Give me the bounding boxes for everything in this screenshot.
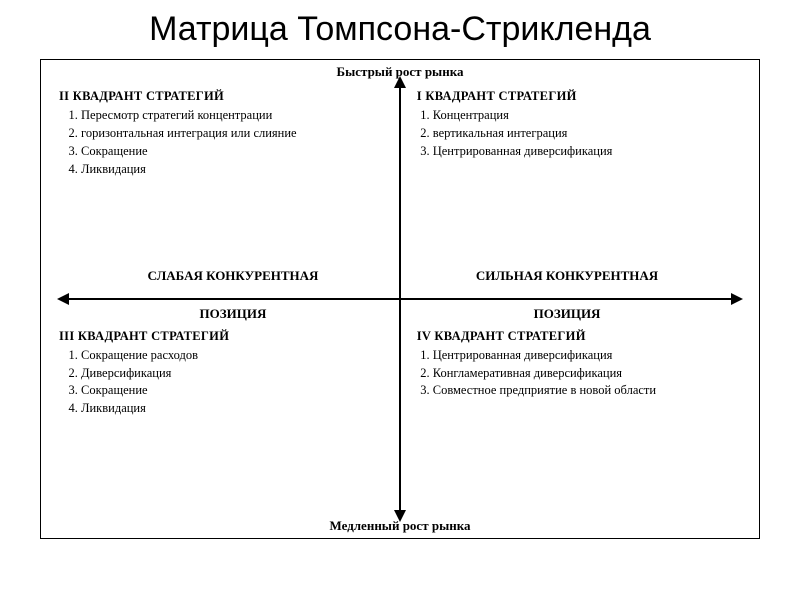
quadrant-3-title: III КВАДРАНТ СТРАТЕГИЙ: [59, 328, 389, 345]
axis-label-top: Быстрый рост рынка: [337, 64, 464, 80]
quadrant-3-list: Сокращение расходов Диверсификация Сокра…: [59, 347, 389, 418]
axis-label-right: СИЛЬНАЯ КОНКУРЕНТНАЯ ПОЗИЦИЯ: [409, 268, 725, 321]
list-item: Концентрация: [433, 107, 741, 124]
quadrant-4: IV КВАДРАНТ СТРАТЕГИЙ Центрированная див…: [411, 328, 741, 401]
list-item: Центрированная диверсификация: [433, 347, 741, 364]
list-item: горизонтальная интеграция или слияние: [81, 125, 389, 142]
axis-label-left: СЛАБАЯ КОНКУРЕНТНАЯ ПОЗИЦИЯ: [75, 268, 391, 321]
list-item: Центрированная диверсификация: [433, 143, 741, 160]
list-item: вертикальная интеграция: [433, 125, 741, 142]
quadrant-2-title: II КВАДРАНТ СТРАТЕГИЙ: [59, 88, 389, 105]
quadrant-4-title: IV КВАДРАНТ СТРАТЕГИЙ: [411, 328, 741, 345]
list-item: Сокращение расходов: [81, 347, 389, 364]
list-item: Ликвидация: [81, 161, 389, 178]
list-item: Пересмотр стратегий концентрации: [81, 107, 389, 124]
list-item: Сокращение: [81, 143, 389, 160]
axis-label-right-line1: СИЛЬНАЯ КОНКУРЕНТНАЯ: [409, 268, 725, 284]
quadrant-3: III КВАДРАНТ СТРАТЕГИЙ Сокращение расход…: [59, 328, 389, 418]
list-item: Диверсификация: [81, 365, 389, 382]
list-item: Конгламеративная диверсификация: [433, 365, 741, 382]
quadrant-4-list: Центрированная диверсификация Конгламера…: [411, 347, 741, 400]
list-item: Ликвидация: [81, 400, 389, 417]
quadrant-1: I КВАДРАНТ СТРАТЕГИЙ Концентрация вертик…: [411, 88, 741, 161]
axis-label-left-line1: СЛАБАЯ КОНКУРЕНТНАЯ: [75, 268, 391, 284]
list-item: Сокращение: [81, 382, 389, 399]
quadrant-2-list: Пересмотр стратегий концентрации горизон…: [59, 107, 389, 178]
arrow-left-icon: [57, 293, 69, 305]
axis-label-right-line2: ПОЗИЦИЯ: [409, 306, 725, 322]
quadrant-2: II КВАДРАНТ СТРАТЕГИЙ Пересмотр стратеги…: [59, 88, 389, 178]
list-item: Совместное предприятие в новой области: [433, 382, 741, 399]
matrix-frame: Быстрый рост рынка Медленный рост рынка …: [40, 59, 760, 539]
quadrant-1-title: I КВАДРАНТ СТРАТЕГИЙ: [411, 88, 741, 105]
axis-label-bottom: Медленный рост рынка: [329, 518, 470, 534]
arrow-right-icon: [731, 293, 743, 305]
axis-label-left-line2: ПОЗИЦИЯ: [75, 306, 391, 322]
page-title: Матрица Томпсона-Стрикленда: [0, 0, 800, 55]
quadrant-1-list: Концентрация вертикальная интеграция Цен…: [411, 107, 741, 160]
